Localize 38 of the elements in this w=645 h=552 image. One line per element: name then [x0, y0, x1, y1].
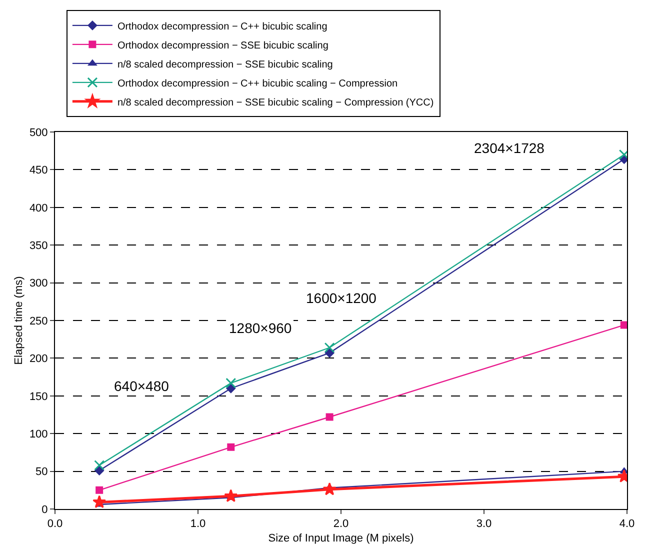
legend-label: Orthodox decompression − C++ bicubic scaling: [117, 21, 328, 32]
y-axis-title: Elapsed time (ms): [13, 276, 26, 365]
annotation: 2304×1728: [474, 140, 545, 156]
point: [94, 460, 105, 471]
annotation: 1280×960: [229, 320, 292, 336]
y-tick-label: 350: [29, 240, 48, 252]
annotation: 1600×1200: [306, 290, 377, 306]
y-tick-label: 0: [42, 504, 48, 516]
x-tick-label: 1.0: [190, 518, 206, 530]
y-tick-label: 300: [29, 278, 48, 290]
y-tick-label: 500: [29, 126, 48, 139]
point: [224, 489, 238, 502]
y-tick-label: 450: [29, 164, 48, 177]
y-tick-label: 50: [36, 466, 48, 478]
point: [92, 495, 106, 508]
legend-label: Orthodox decompression − C++ bicubic scaling − Compression: [117, 78, 398, 90]
point: [94, 466, 104, 476]
legend-label: Orthodox decompression − SSE bicubic scaling: [117, 40, 328, 52]
legend-label: n/8 scaled decompression − SSE bicubic scaling: [117, 59, 333, 70]
x-axis-title: Size of Input Image (M pixels): [268, 532, 414, 544]
y-tick-label: 100: [29, 428, 48, 440]
x-tick-label: 4.0: [619, 518, 635, 530]
point: [96, 486, 104, 494]
x-tick-label: 3.0: [476, 518, 492, 530]
x-tick-label: 2.0: [333, 518, 349, 530]
point: [620, 321, 627, 329]
point: [322, 482, 336, 496]
y-tick-label: 200: [29, 353, 48, 366]
point: [326, 413, 334, 421]
point: [227, 443, 235, 451]
legend-label: n/8 scaled decompression − SSE bicubic scaling − Compression (YCC): [117, 97, 434, 108]
y-tick-label: 400: [29, 202, 48, 214]
x-tick-label: 0.0: [47, 518, 63, 530]
point: [324, 342, 335, 353]
y-tick-label: 150: [29, 390, 48, 403]
annotation: 640×480: [114, 378, 170, 394]
point: [226, 378, 236, 388]
y-tick-label: 250: [29, 315, 48, 328]
